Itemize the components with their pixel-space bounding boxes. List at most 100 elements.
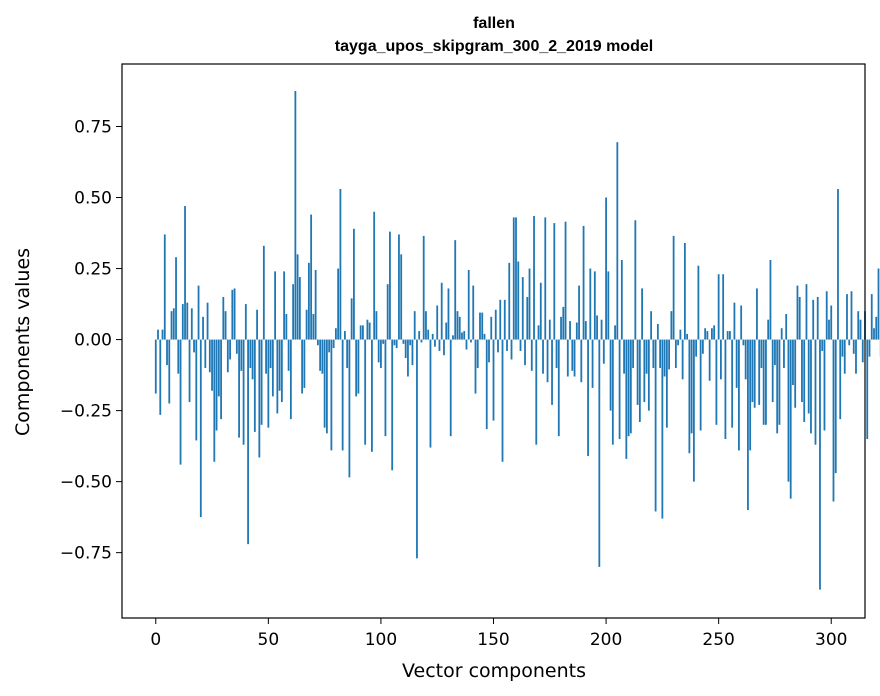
bar-component-90 — [357, 339, 360, 394]
bar-component-26 — [213, 339, 216, 462]
bar-component-69 — [310, 214, 313, 340]
bar-component-202 — [609, 339, 612, 411]
bar-component-24 — [208, 339, 211, 373]
bar-component-153 — [499, 299, 502, 340]
bar-component-261 — [742, 339, 745, 346]
bar-component-120 — [425, 311, 427, 340]
bar-component-137 — [463, 331, 466, 340]
y-tick-label: −0.25 — [60, 402, 112, 422]
bar-component-193 — [589, 268, 592, 340]
bar-component-280 — [785, 314, 788, 340]
bar-component-264 — [749, 339, 752, 451]
bar-component-132 — [452, 335, 454, 340]
bar-component-30 — [222, 296, 225, 340]
bar-component-6 — [168, 339, 171, 404]
bar-component-106 — [393, 339, 396, 346]
bar-component-286 — [798, 296, 801, 340]
bar-component-130 — [447, 288, 450, 340]
bar-component-138 — [465, 339, 468, 350]
bar-component-301 — [832, 339, 835, 502]
bar-component-36 — [235, 339, 238, 354]
bar-component-232 — [677, 339, 680, 346]
bar-component-168 — [533, 215, 535, 340]
bar-component-258 — [735, 339, 738, 388]
bar-component-165 — [526, 296, 529, 340]
x-axis-label: Vector components — [402, 660, 586, 682]
bar-component-297 — [823, 339, 826, 431]
bar-component-146 — [483, 333, 486, 340]
bar-component-222 — [654, 339, 657, 512]
bar-component-226 — [663, 339, 666, 377]
bar-component-83 — [341, 339, 344, 451]
y-axis-ticks: −0.75 −0.50 −0.25 0.00 0.25 0.50 0.75 — [60, 118, 122, 564]
bar-component-122 — [429, 339, 432, 448]
bar-component-27 — [215, 339, 218, 431]
bar-component-290 — [807, 339, 810, 414]
bar-component-156 — [506, 339, 508, 351]
bar-component-86 — [348, 339, 351, 478]
bar-component-271 — [765, 339, 767, 425]
bar-component-308 — [848, 339, 851, 346]
bar-component-182 — [564, 221, 567, 340]
bar-component-316 — [866, 339, 869, 440]
bar-component-131 — [449, 339, 452, 437]
bar-component-59 — [287, 339, 290, 371]
bar-component-241 — [697, 265, 700, 340]
bar-component-9 — [175, 257, 177, 340]
bar-component-125 — [436, 305, 439, 340]
bar-component-16 — [190, 308, 193, 340]
bar-component-76 — [325, 339, 328, 434]
bar-component-209 — [625, 339, 628, 459]
bar-component-211 — [629, 339, 632, 434]
bar-component-166 — [528, 268, 531, 340]
bar-component-32 — [226, 339, 229, 373]
bar-component-215 — [638, 339, 641, 422]
bar-component-206 — [618, 339, 621, 440]
bar-component-220 — [650, 311, 653, 340]
bar-component-82 — [339, 189, 342, 340]
bar-component-252 — [722, 274, 725, 340]
bar-component-95 — [368, 322, 371, 340]
bar-component-262 — [744, 339, 747, 380]
bar-component-151 — [494, 309, 497, 340]
bar-component-228 — [668, 339, 671, 370]
bar-component-190 — [582, 225, 585, 340]
bar-component-187 — [575, 322, 578, 340]
y-tick-label: −0.75 — [60, 544, 112, 564]
bar-component-71 — [314, 269, 317, 340]
bar-component-51 — [269, 339, 272, 368]
bar-component-80 — [334, 328, 337, 340]
bar-component-203 — [611, 339, 614, 445]
bar-component-44 — [253, 339, 256, 432]
bar-component-272 — [767, 319, 770, 340]
bar-component-62 — [294, 90, 297, 340]
bar-component-207 — [620, 260, 623, 340]
bar-component-42 — [249, 339, 252, 368]
bar-component-65 — [301, 339, 304, 394]
bar-component-243 — [701, 339, 704, 354]
x-tick-label: 100 — [365, 630, 397, 650]
bar-component-45 — [256, 309, 258, 340]
bar-component-20 — [199, 339, 202, 518]
bar-component-239 — [692, 339, 695, 482]
bar-component-11 — [179, 339, 182, 465]
bar-component-48 — [262, 245, 265, 340]
bar-component-0 — [154, 339, 157, 394]
bar-component-139 — [467, 269, 470, 340]
bar-component-270 — [762, 339, 765, 425]
bar-component-260 — [740, 305, 743, 340]
bar-component-94 — [366, 319, 369, 340]
bar-component-281 — [787, 339, 790, 482]
bar-component-50 — [267, 339, 270, 428]
plot-frame — [121, 63, 866, 619]
bar-component-201 — [607, 271, 610, 340]
bar-component-175 — [548, 319, 551, 340]
bar-component-311 — [855, 339, 857, 374]
bar-component-144 — [479, 312, 481, 340]
bar-component-178 — [555, 339, 558, 368]
bar-component-291 — [810, 339, 812, 434]
bar-component-265 — [751, 339, 754, 403]
bar-component-102 — [384, 339, 387, 437]
bar-component-240 — [695, 339, 698, 357]
bar-component-167 — [530, 339, 533, 371]
